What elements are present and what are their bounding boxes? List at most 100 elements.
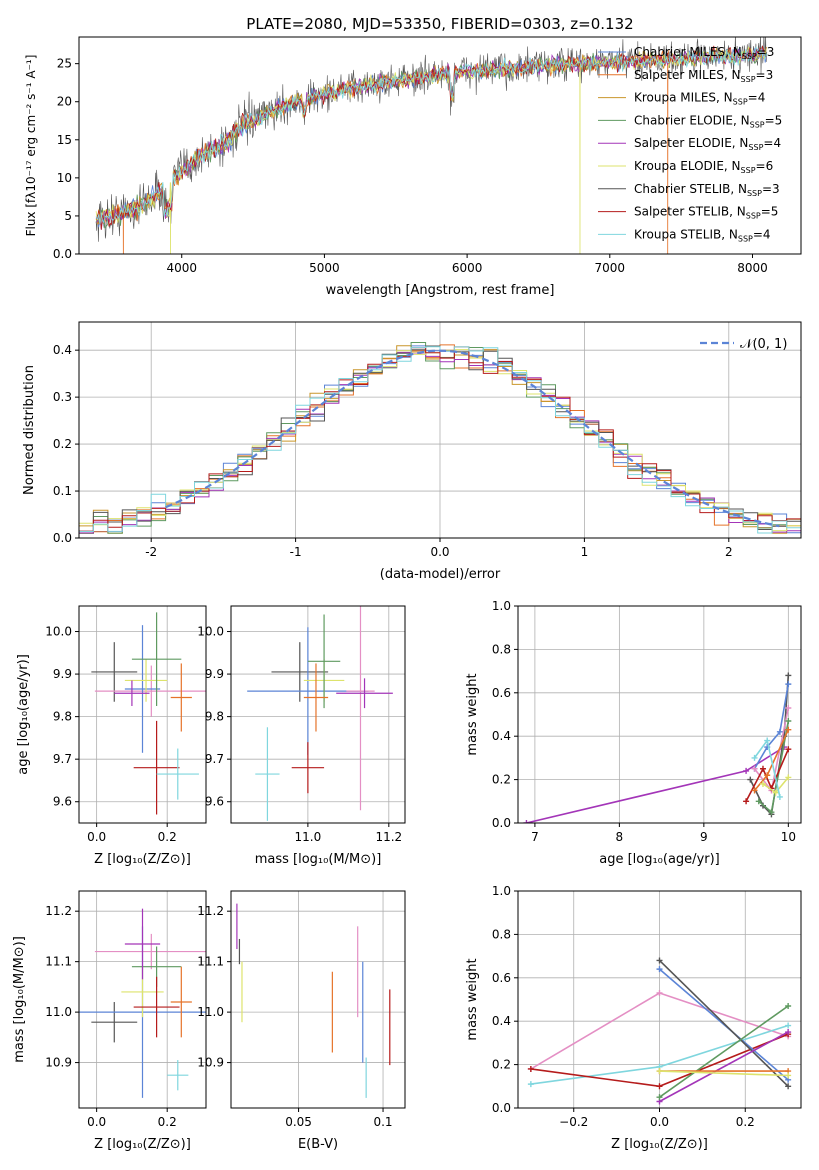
legend-label: Salpeter MILES, N bbox=[634, 68, 741, 82]
weight_vs_age-marker bbox=[785, 726, 792, 733]
legend-suffix: =3 bbox=[756, 68, 774, 82]
age_vs_Z-ytick-label: 9.8 bbox=[53, 710, 72, 724]
weight_vs_age-ytick-label: 0.0 bbox=[492, 816, 511, 830]
mass_vs_Z-ytick-label: 10.9 bbox=[45, 1056, 72, 1070]
weight_vs_age-ytick-label: 0.8 bbox=[492, 642, 511, 656]
age_vs_Z-axes: 0.0 0.2 9.6 9.7 9.8 9.9 10.0 bbox=[45, 606, 206, 844]
mass_vs_Z-point-5 bbox=[124, 908, 161, 980]
residuals-xtick-label: 0.0 bbox=[430, 545, 449, 559]
legend-subscript: SSP bbox=[742, 52, 757, 61]
weight_vs_age-marker bbox=[751, 765, 758, 772]
mass_vs_EBV-xlabel: E(B-V) bbox=[298, 1137, 338, 1152]
mass_vs_EBV-ytick-label: 11.2 bbox=[197, 904, 224, 918]
age_vs_Z-xlabel: Z [log₁₀(Z/Z⊙)] bbox=[94, 852, 191, 867]
spectrum-xtick-label: 6000 bbox=[452, 261, 483, 275]
weight_vs_age-xtick-label: 10 bbox=[781, 830, 796, 844]
spectrum-ytick-label: 5 bbox=[64, 209, 72, 223]
mass_vs_EBV-points bbox=[236, 903, 391, 1098]
spectrum-axes: 4000 5000 6000 7000 8000 0.0 5 10 15 20 25 bbox=[53, 57, 768, 275]
residuals-ytick-label: 0.0 bbox=[53, 531, 72, 545]
weight_vs_age-series-5 bbox=[745, 748, 790, 802]
weight_vs_age-marker bbox=[764, 737, 771, 744]
weight_vs_age-marker bbox=[751, 754, 758, 761]
mass_vs_Z-points bbox=[79, 908, 206, 1098]
residuals-ytick-label: 0.1 bbox=[53, 484, 72, 498]
weight_vs_age-xtick-label: 8 bbox=[616, 830, 624, 844]
legend-suffix: =5 bbox=[765, 113, 783, 127]
weight_vs_age-marker bbox=[523, 820, 530, 823]
weight_vs_age-marker bbox=[785, 672, 792, 679]
age_vs_Z-xtick-label: 0.0 bbox=[87, 830, 106, 844]
weight_vs_Z-ytick-label: 0.8 bbox=[492, 927, 511, 941]
legend-suffix: =3 bbox=[762, 182, 780, 196]
weight_vs_age-ytick-label: 1.0 bbox=[492, 599, 511, 613]
spectrum-lines bbox=[95, 37, 768, 254]
legend-entry-8: Kroupa STELIB, NSSP=4 bbox=[634, 227, 771, 243]
age_vs_Z-point-5 bbox=[114, 680, 150, 706]
weight_vs_age-marker bbox=[751, 787, 758, 794]
legend-suffix: =4 bbox=[748, 91, 766, 105]
spectrum-xtick-label: 8000 bbox=[737, 261, 768, 275]
spectrum-title: PLATE=2080, MJD=53350, FIBERID=0303, z=0… bbox=[246, 15, 633, 33]
weight_vs_Z-series-6 bbox=[659, 1005, 789, 1098]
weight_vs_Z-frame bbox=[517, 890, 802, 1109]
legend-suffix: =6 bbox=[756, 159, 774, 173]
weight_vs_age-xlabel: age [log₁₀(age/yr)] bbox=[599, 852, 720, 867]
weight_vs_Z-ytick-label: 1.0 bbox=[492, 884, 511, 898]
mass_vs_Z-point-0 bbox=[91, 1002, 138, 1043]
weight_vs_age-marker bbox=[785, 774, 792, 781]
legend-label: Kroupa ELODIE, N bbox=[634, 159, 741, 173]
legend-suffix: =3 bbox=[757, 45, 775, 59]
age_vs_mass-point-8 bbox=[255, 727, 280, 821]
age_vs_mass-ytick-label: 9.9 bbox=[205, 667, 224, 681]
residuals-frame bbox=[78, 321, 802, 539]
legend-entry-5: Kroupa ELODIE, NSSP=6 bbox=[634, 159, 773, 175]
mass_vs_Z-xlabel: Z [log₁₀(Z/Z⊙)] bbox=[94, 1137, 191, 1152]
legend-label: Kroupa STELIB, N bbox=[634, 227, 738, 241]
mass_vs_EBV-xtick-label: 0.1 bbox=[373, 1115, 392, 1129]
weight_vs_age-axes: 7 8 9 10 0.0 0.2 0.4 0.6 0.8 1.0 bbox=[492, 599, 801, 844]
weight_vs_age-marker bbox=[776, 728, 783, 735]
legend-subscript: SSP bbox=[741, 166, 756, 175]
legend-subscript: SSP bbox=[746, 212, 761, 221]
age_vs_Z-frame bbox=[78, 605, 207, 824]
age_vs_Z-point-7 bbox=[133, 720, 180, 815]
weight_vs_Z-xtick-label: 0.2 bbox=[736, 1115, 755, 1129]
age_vs_mass-xtick-label: 11.0 bbox=[295, 830, 322, 844]
mass_vs_EBV-ytick-label: 10.9 bbox=[197, 1056, 224, 1070]
age_vs_mass-ytick-label: 9.6 bbox=[205, 795, 224, 809]
mass_vs_Z-ytick-label: 11.0 bbox=[45, 1005, 72, 1019]
age_vs_mass-point-7 bbox=[291, 742, 325, 794]
legend-subscript: SSP bbox=[750, 120, 765, 129]
spectrum-xtick-label: 5000 bbox=[309, 261, 340, 275]
age_vs_Z-ytick-label: 9.6 bbox=[53, 795, 72, 809]
legend-subscript: SSP bbox=[747, 189, 762, 198]
mass_vs_EBV-frame bbox=[230, 890, 406, 1109]
age_vs_Z-ytick-label: 9.7 bbox=[53, 752, 72, 766]
weight_vs_age-marker bbox=[785, 746, 792, 753]
legend-subscript: SSP bbox=[733, 98, 748, 107]
weight_vs_Z-marker bbox=[785, 1003, 792, 1010]
spectrum-ylabel: Flux [fλ10⁻¹⁷ erg cm⁻² s⁻¹ A⁻¹] bbox=[24, 55, 38, 237]
weight_vs_Z-xlabel: Z [log₁₀(Z/Z⊙)] bbox=[611, 1137, 708, 1152]
mass_vs_Z-frame bbox=[78, 890, 207, 1109]
age_vs_mass-ytick-label: 9.8 bbox=[205, 710, 224, 724]
mass_vs_Z-axes: 0.0 0.2 10.9 11.0 11.1 11.2 bbox=[45, 891, 206, 1129]
mass_vs_EBV-axes: 0.05 0.1 10.9 11.0 11.1 11.2 bbox=[197, 891, 405, 1129]
age_vs_mass-point-6 bbox=[336, 678, 393, 709]
residuals-ylabel: Normed distribution bbox=[22, 365, 37, 495]
age_vs_Z-ylabel: age [log₁₀(age/yr)] bbox=[16, 654, 31, 775]
residuals-xtick-label: -2 bbox=[145, 545, 157, 559]
weight_vs_age-marker bbox=[743, 798, 750, 805]
weight_vs_Z-marker bbox=[656, 1094, 663, 1101]
weight_vs_age-marker bbox=[772, 789, 779, 796]
spectrum-ytick-label: 25 bbox=[57, 57, 72, 71]
weight_vs_Z-marker bbox=[656, 957, 663, 964]
age_vs_Z-xtick-label: 0.2 bbox=[158, 830, 177, 844]
weight_vs_age-marker bbox=[785, 681, 792, 688]
residuals-xlabel: (data-model)/error bbox=[380, 567, 501, 582]
age_vs_mass-frame bbox=[230, 605, 406, 824]
spectrum-ytick-label: 10 bbox=[57, 171, 72, 185]
